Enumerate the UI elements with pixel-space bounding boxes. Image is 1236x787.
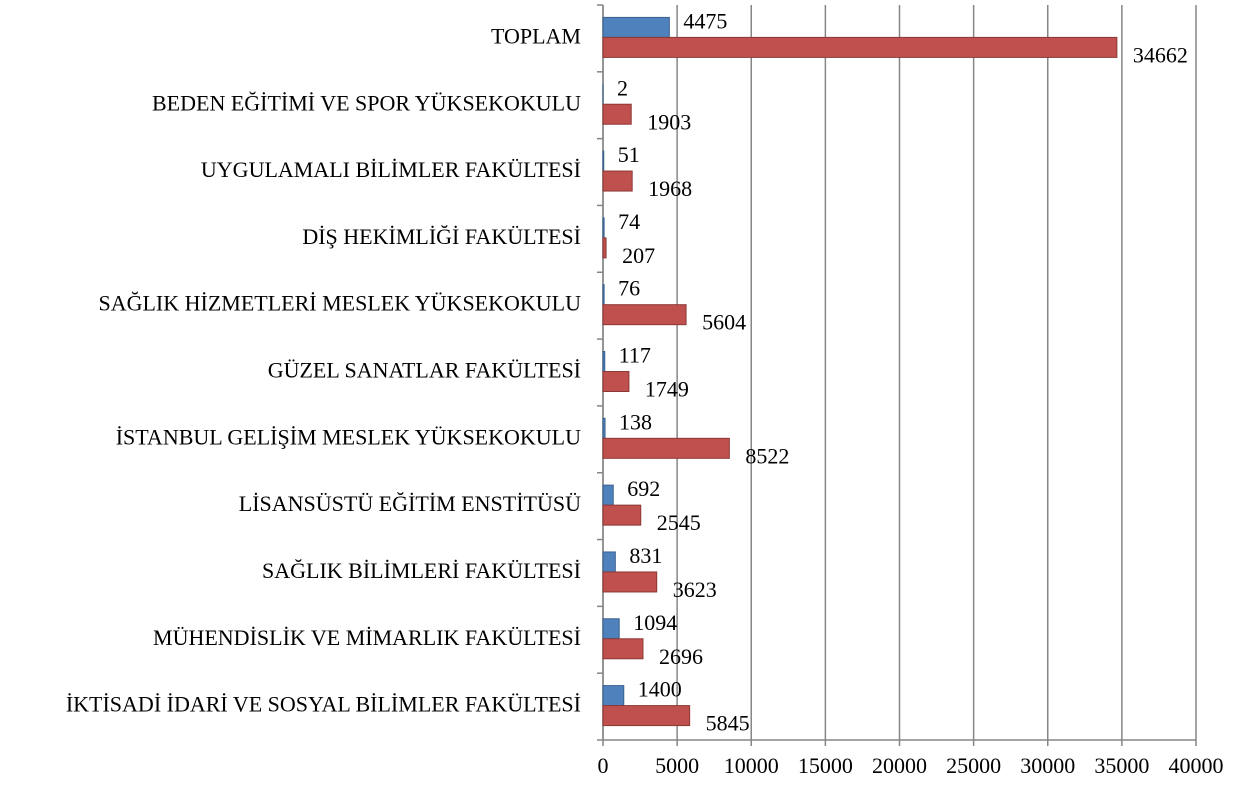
data-label: 138 bbox=[619, 409, 652, 434]
bar bbox=[602, 36, 1118, 58]
bar bbox=[602, 371, 630, 392]
data-label: 5845 bbox=[706, 711, 750, 736]
data-label: 3623 bbox=[673, 577, 717, 602]
bar bbox=[602, 685, 625, 707]
x-tick-label: 20000 bbox=[872, 753, 927, 778]
y-tick-label: GÜZEL SANATLAR FAKÜLTESİ bbox=[268, 358, 581, 383]
data-label: 34662 bbox=[1133, 42, 1188, 67]
bar bbox=[602, 618, 620, 640]
bar bbox=[602, 638, 644, 660]
data-label: 2 bbox=[617, 75, 628, 100]
data-label: 2545 bbox=[657, 510, 701, 535]
data-label: 1903 bbox=[647, 109, 691, 134]
bar bbox=[602, 351, 606, 372]
data-label: 74 bbox=[618, 209, 640, 234]
data-label: 207 bbox=[622, 243, 655, 268]
bar bbox=[602, 103, 632, 125]
bar bbox=[602, 304, 687, 326]
x-tick-label: 30000 bbox=[1020, 753, 1075, 778]
bar bbox=[602, 150, 605, 172]
y-tick-label: TOPLAM bbox=[491, 23, 581, 48]
data-label: 5604 bbox=[702, 310, 746, 335]
data-label: 117 bbox=[619, 343, 651, 368]
bar bbox=[602, 437, 730, 459]
x-tick-label: 15000 bbox=[798, 753, 853, 778]
y-tick-label: SAĞLIK HİZMETLERİ MESLEK YÜKSEKOKULU bbox=[98, 291, 581, 316]
x-tick-label: 35000 bbox=[1094, 753, 1149, 778]
data-label: 4475 bbox=[683, 8, 727, 33]
y-tick-label: BEDEN EĞİTİMİ VE SPOR YÜKSEKOKULU bbox=[152, 90, 581, 115]
y-tick-label: MÜHENDİSLİK VE MİMARLIK FAKÜLTESİ bbox=[153, 625, 581, 650]
data-label: 76 bbox=[618, 276, 640, 301]
x-tick-label: 25000 bbox=[946, 753, 1001, 778]
y-tick-label: DİŞ HEKİMLİĞİ FAKÜLTESİ bbox=[302, 224, 581, 249]
bar bbox=[602, 705, 691, 727]
data-label: 1968 bbox=[648, 176, 692, 201]
data-label: 692 bbox=[627, 476, 660, 501]
y-tick-label: UYGULAMALI BİLİMLER FAKÜLTESİ bbox=[201, 157, 581, 182]
x-tick-label: 5000 bbox=[655, 753, 699, 778]
bar bbox=[602, 504, 642, 526]
bar bbox=[602, 571, 658, 593]
bar bbox=[602, 16, 670, 38]
x-tick-label: 40000 bbox=[1169, 753, 1224, 778]
y-tick-label: LİSANSÜSTÜ EĞİTİM ENSTİTÜSÜ bbox=[239, 491, 581, 516]
bar bbox=[602, 551, 616, 573]
data-label: 831 bbox=[629, 543, 662, 568]
data-label: 8522 bbox=[745, 443, 789, 468]
bar bbox=[602, 284, 605, 306]
bar bbox=[602, 417, 606, 439]
bar bbox=[602, 237, 607, 259]
bar bbox=[602, 170, 633, 192]
y-tick-label: İKTİSADİ İDARİ VE SOSYAL BİLİMLER FAKÜLT… bbox=[66, 692, 581, 717]
y-tick-label: İSTANBUL GELİŞİM MESLEK YÜKSEKOKULU bbox=[116, 424, 581, 449]
bar bbox=[602, 484, 614, 506]
data-label: 51 bbox=[618, 142, 640, 167]
x-tick-label: 0 bbox=[598, 753, 609, 778]
data-label: 1749 bbox=[645, 377, 689, 402]
bar bbox=[602, 217, 605, 239]
x-tick-label: 10000 bbox=[724, 753, 779, 778]
data-label: 1400 bbox=[638, 677, 682, 702]
data-label: 2696 bbox=[659, 644, 703, 669]
y-tick-label: SAĞLIK BİLİMLERİ FAKÜLTESİ bbox=[262, 558, 581, 583]
data-label: 1094 bbox=[633, 610, 677, 635]
